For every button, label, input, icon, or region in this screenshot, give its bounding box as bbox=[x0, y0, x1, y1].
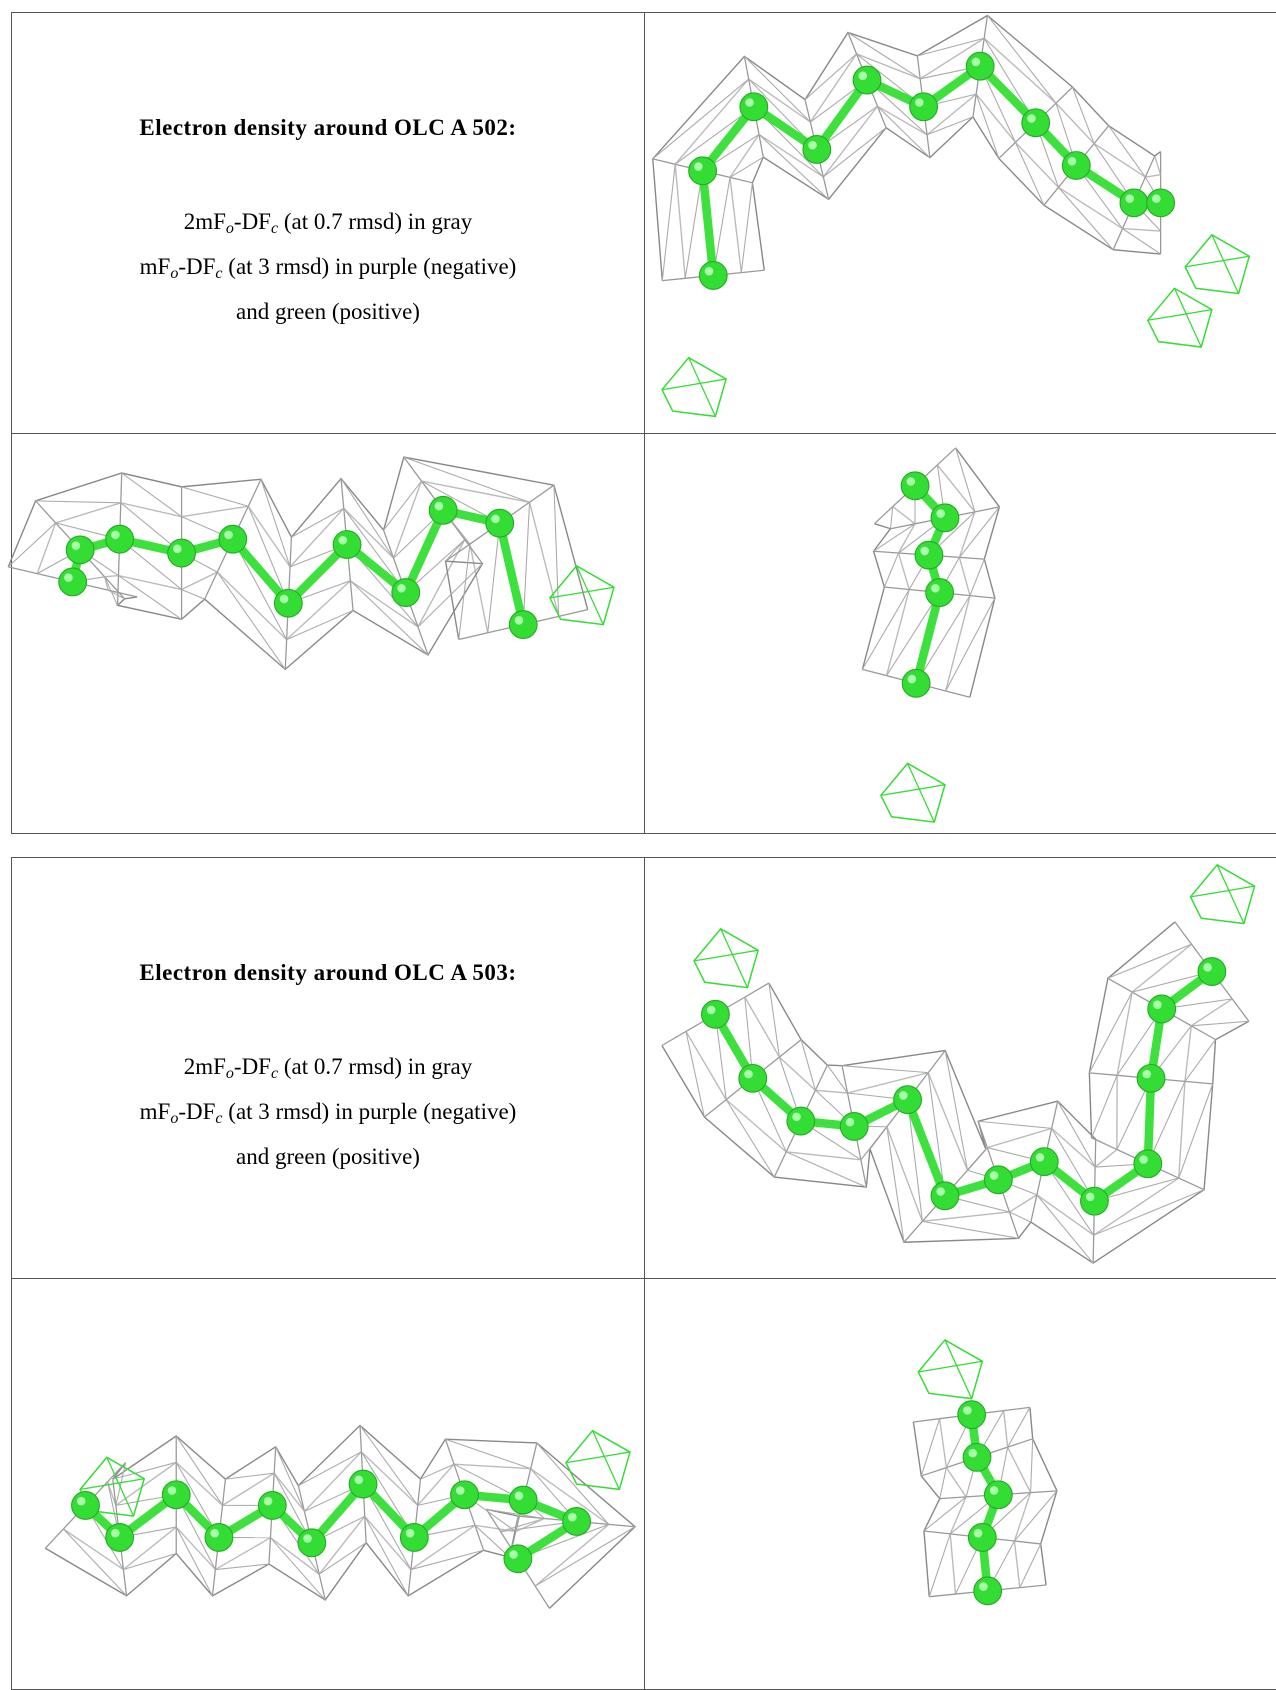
subscript: c bbox=[215, 1110, 222, 1127]
image-cell bbox=[645, 1279, 1276, 1690]
caption-line: 2mFo-DFc (at 0.7 rmsd) in gray bbox=[184, 1048, 473, 1093]
caption-line: and green (positive) bbox=[236, 1138, 420, 1176]
caption-text: 2mF bbox=[184, 1054, 226, 1079]
subscript: c bbox=[215, 265, 222, 282]
image-cell bbox=[645, 13, 1276, 434]
caption-text: -DF bbox=[178, 1099, 215, 1124]
caption-text: (at 0.7 rmsd) in gray bbox=[278, 209, 472, 234]
panel-title: Electron density around OLC A 503: bbox=[139, 960, 516, 986]
panel-title: Electron density around OLC A 502: bbox=[139, 115, 516, 141]
caption-text: -DF bbox=[178, 254, 215, 279]
caption-text: (at 0.7 rmsd) in gray bbox=[278, 1054, 472, 1079]
subscript: o bbox=[226, 220, 234, 237]
caption-line: 2mFo-DFc (at 0.7 rmsd) in gray bbox=[184, 203, 473, 248]
table: Electron density around OLC A 502:2mFo-D… bbox=[11, 12, 1276, 834]
text-cell: Electron density around OLC A 503:2mFo-D… bbox=[12, 858, 645, 1279]
caption-text: mF bbox=[140, 1099, 171, 1124]
caption-line: mFo-DFc (at 3 rmsd) in purple (negative) bbox=[140, 1093, 517, 1138]
caption-text: 2mF bbox=[184, 209, 226, 234]
caption-text: and green (positive) bbox=[236, 1144, 420, 1169]
caption-text: and green (positive) bbox=[236, 299, 420, 324]
caption-text: (at 3 rmsd) in purple (negative) bbox=[223, 254, 517, 279]
image-cell bbox=[12, 1279, 645, 1690]
caption-text: (at 3 rmsd) in purple (negative) bbox=[223, 1099, 517, 1124]
caption-line: mFo-DFc (at 3 rmsd) in purple (negative) bbox=[140, 248, 517, 293]
caption-text: mF bbox=[140, 254, 171, 279]
subscript: o bbox=[226, 1065, 234, 1082]
caption-text: -DF bbox=[234, 209, 271, 234]
subscript: c bbox=[271, 220, 278, 237]
image-cell bbox=[645, 858, 1276, 1279]
caption-text: -DF bbox=[234, 1054, 271, 1079]
image-cell bbox=[12, 434, 645, 834]
caption-line: and green (positive) bbox=[236, 293, 420, 331]
page: {"panels": [ {"title": "Electron density… bbox=[0, 0, 1276, 1688]
text-cell: Electron density around OLC A 502:2mFo-D… bbox=[12, 13, 645, 434]
image-cell bbox=[645, 434, 1276, 834]
table: Electron density around OLC A 503:2mFo-D… bbox=[11, 857, 1276, 1690]
subscript: c bbox=[271, 1065, 278, 1082]
